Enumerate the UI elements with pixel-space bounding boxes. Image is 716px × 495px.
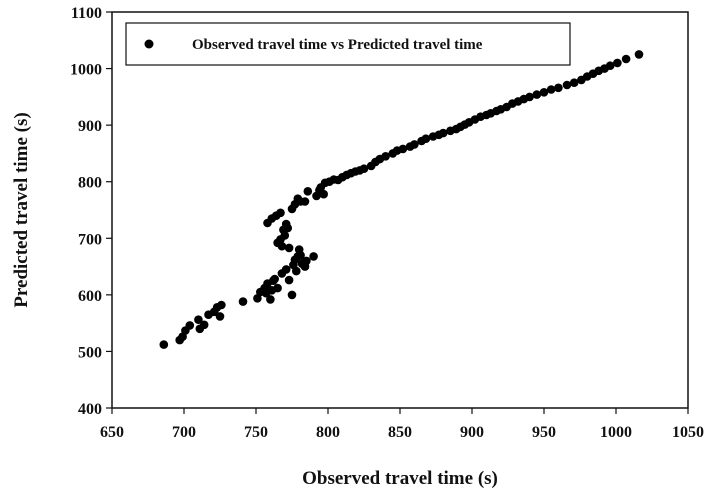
data-point: [438, 128, 448, 138]
data-points: [159, 50, 644, 349]
legend-box: [125, 22, 571, 66]
data-point: [302, 256, 311, 266]
data-point: [525, 92, 534, 102]
data-point: [554, 83, 563, 93]
x-tick-label: 750: [244, 424, 268, 441]
data-point: [292, 266, 301, 276]
data-point: [276, 208, 285, 218]
data-point: [303, 187, 313, 196]
legend-label: Observed travel time vs Predicted travel…: [192, 37, 483, 53]
data-point: [421, 134, 431, 143]
data-point: [273, 283, 282, 293]
x-tick-label: 1000: [600, 424, 632, 441]
data-point: [281, 265, 291, 274]
plot-area: [111, 11, 689, 409]
data-point: [398, 144, 408, 154]
x-tick-label: 850: [388, 424, 412, 441]
x-tick-label: 950: [532, 424, 556, 441]
data-point: [185, 321, 195, 330]
data-point: [613, 58, 622, 68]
data-point: [238, 297, 248, 306]
data-point: [621, 54, 631, 64]
data-point: [280, 231, 290, 240]
data-point: [410, 140, 419, 149]
data-point: [270, 274, 280, 284]
y-axis-title: Predicted travel time (s): [11, 112, 32, 307]
data-point: [194, 315, 203, 325]
y-tick-label: 700: [78, 231, 102, 248]
data-point: [159, 340, 169, 349]
x-tick-label: 800: [316, 424, 340, 441]
legend: Observed travel time vs Predicted travel…: [125, 22, 571, 66]
y-tick-label: 800: [78, 175, 102, 192]
data-point: [217, 300, 226, 310]
data-point: [532, 90, 542, 99]
y-tick-label: 1000: [70, 62, 102, 79]
x-tick-label: 1050: [672, 424, 704, 441]
data-point: [319, 189, 329, 199]
data-point: [562, 80, 572, 90]
x-axis: 650 700 750 800 850 900 950 1000 1050: [100, 408, 704, 441]
data-point: [300, 197, 310, 206]
data-point: [283, 223, 293, 233]
x-axis-title: Observed travel time (s): [302, 468, 498, 489]
y-tick-label: 600: [78, 288, 102, 305]
y-tick-label: 1100: [71, 5, 102, 22]
y-tick-label: 900: [78, 118, 102, 135]
data-point: [287, 290, 297, 300]
y-tick-label: 500: [78, 344, 102, 361]
y-tick-label: 400: [78, 401, 102, 418]
x-tick-label: 900: [460, 424, 484, 441]
data-point: [569, 78, 579, 87]
legend-marker: [144, 39, 154, 49]
data-point: [309, 252, 318, 261]
data-point: [284, 275, 294, 285]
data-point: [634, 50, 644, 59]
y-axis: 400 500 600 700 800 900 1000 1100: [70, 5, 112, 418]
x-tick-label: 700: [172, 424, 196, 441]
data-point: [277, 241, 287, 251]
data-point: [605, 61, 615, 70]
data-point: [359, 164, 369, 173]
data-point: [266, 295, 275, 304]
data-point: [546, 85, 556, 94]
data-point: [284, 243, 294, 253]
data-point: [296, 251, 305, 260]
data-point: [215, 312, 225, 321]
data-point: [199, 320, 209, 330]
data-point: [381, 152, 390, 161]
x-tick-label: 650: [100, 424, 124, 441]
data-point: [539, 88, 549, 97]
